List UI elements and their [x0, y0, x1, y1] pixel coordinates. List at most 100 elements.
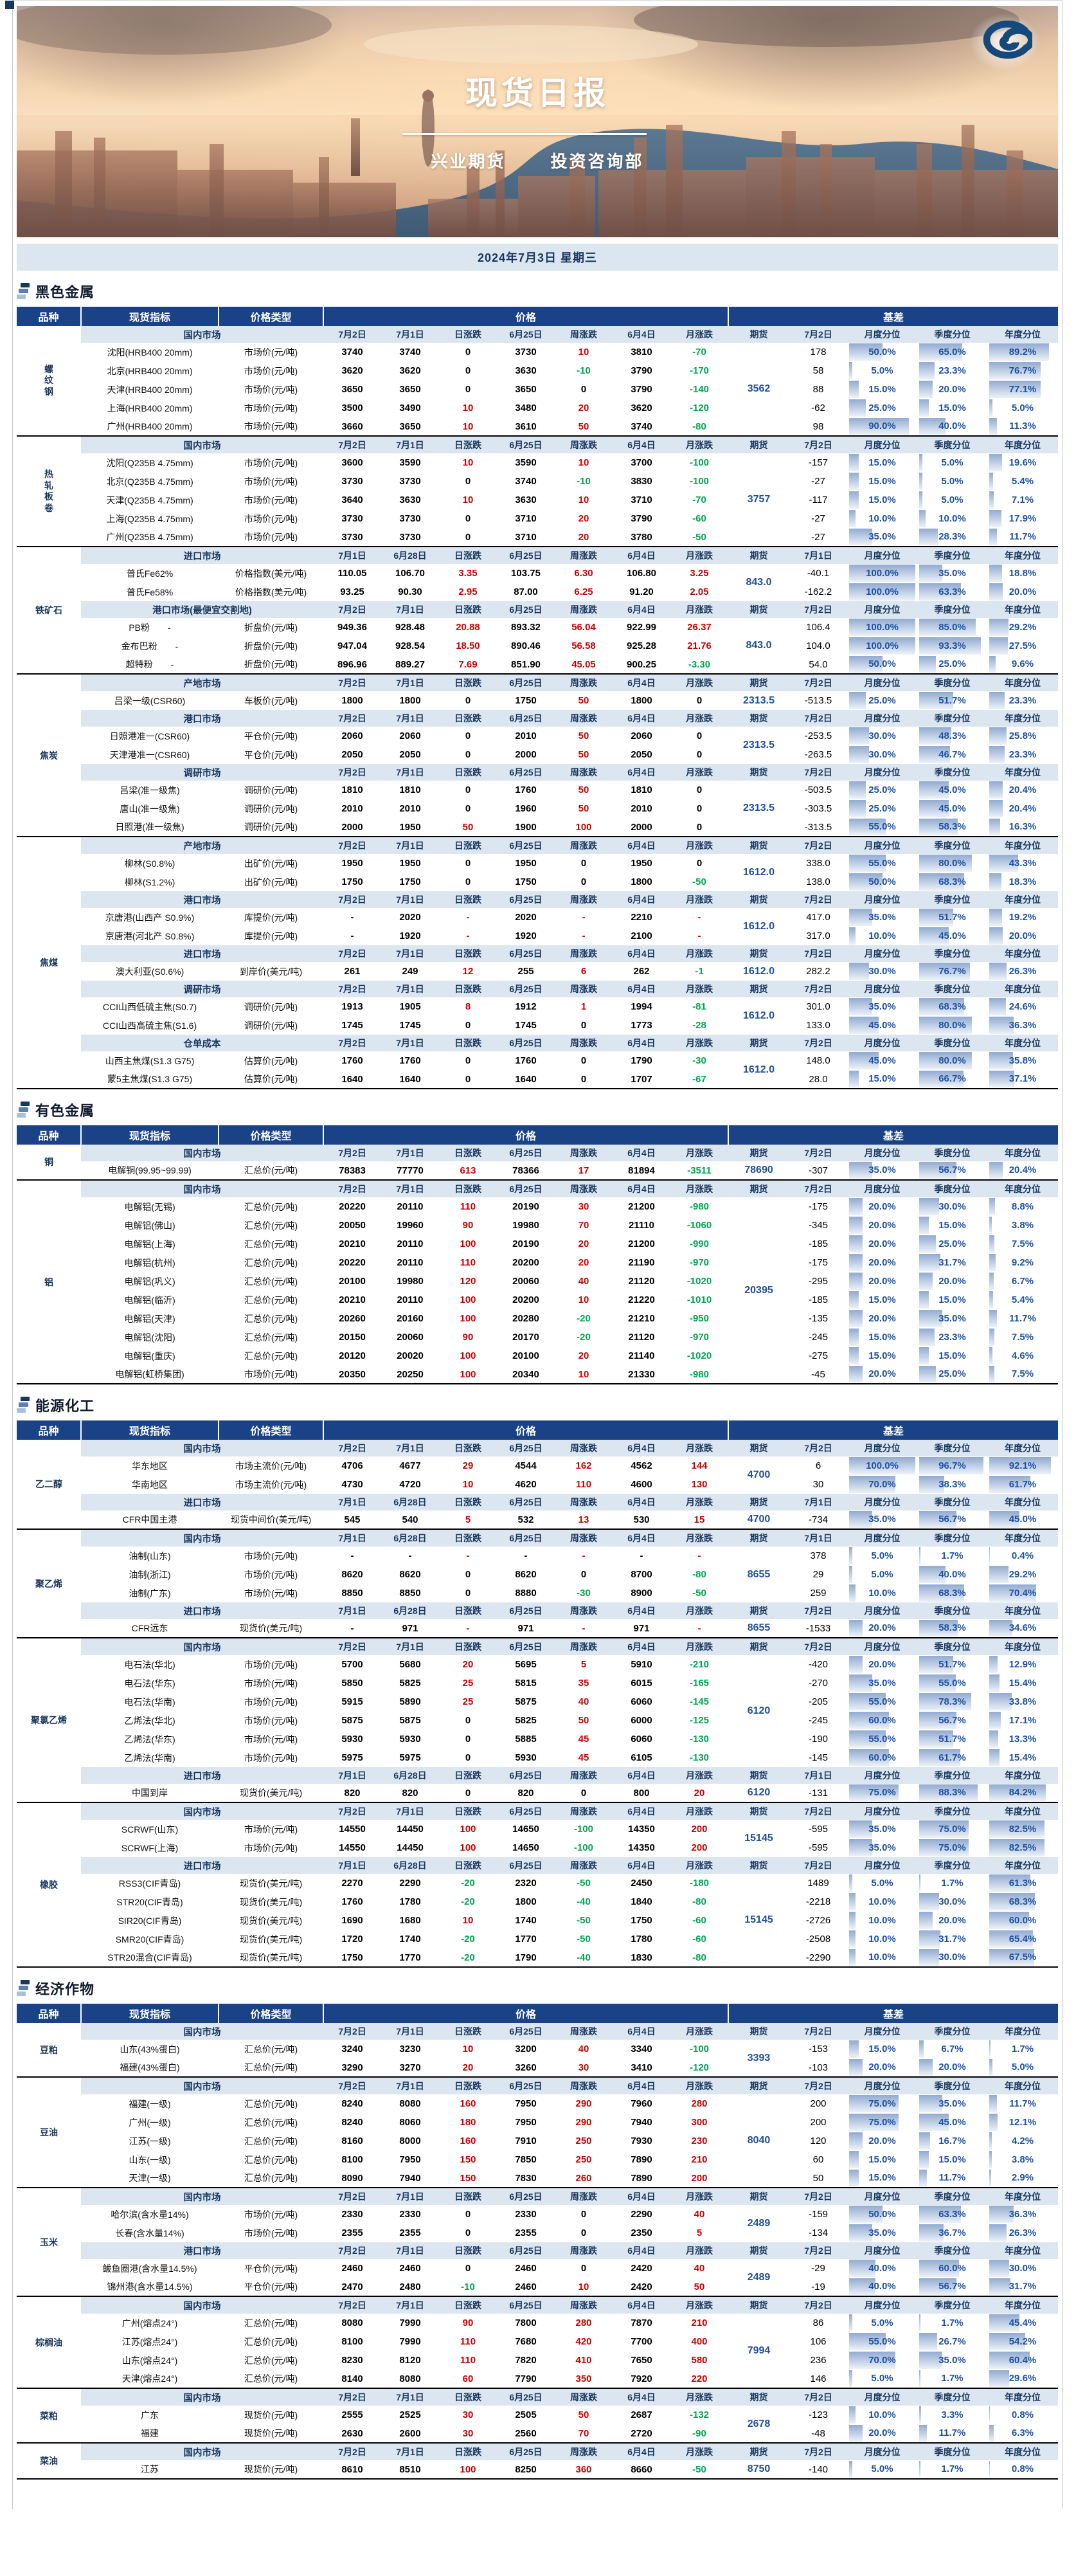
market-label: 港口市场(最便宜交割地) — [152, 605, 252, 616]
price-cell: 93.25 — [340, 586, 364, 597]
futures-header-cell: 期货 — [749, 1148, 768, 1158]
price-cell: 110.05 — [337, 568, 367, 579]
commodity-table: 聚氯乙烯 国内市场 7月2日 7月1日 日涨跌 6月25日 周涨跌 6月4日 月涨跌 期货 7月2日… — [17, 1638, 1058, 1803]
percentile-bar — [919, 565, 943, 582]
change-cell: 0 — [696, 785, 703, 795]
percentile-value: 11.7% — [1009, 2098, 1036, 2109]
percentile-value: 100.0% — [866, 621, 899, 633]
percentile-value: 70.4% — [1009, 1587, 1037, 1599]
futures-header-cell: 期货 — [749, 894, 768, 905]
basis-cell: 29 — [812, 1569, 824, 1580]
percentile-bar — [919, 1217, 929, 1234]
percentile-bar — [919, 637, 982, 655]
percentile-bar — [989, 2370, 1009, 2387]
percentile-bar — [919, 1820, 969, 1838]
percentile-cell: 5.0% — [847, 2314, 917, 2332]
market-label: 国内市场 — [183, 440, 221, 451]
price-cell: 530 — [633, 1514, 650, 1525]
indicator-cell: 山西主焦煤(S1.3 G75) — [105, 1055, 195, 1066]
date-header-cell: 周涨跌 — [570, 840, 597, 851]
percentile-bar — [919, 819, 958, 835]
indicator-cell: 电石法(华北) — [124, 1659, 175, 1670]
market-header-row: 港口市场 7月2日 7月1日 日涨跌 6月25日 周涨跌 6月4日 月涨跌 期货 7月2日 月度分位… — [17, 891, 1058, 908]
basis-cell: -2726 — [805, 1915, 831, 1926]
indicator-cell: 山东(43%蛋白) — [120, 2044, 180, 2054]
date-header-cell: 6月4日 — [627, 767, 656, 777]
percentile-value: 100.0% — [866, 567, 899, 579]
price-cell: 2270 — [341, 1878, 363, 1889]
date-header-cell: 6月28日 — [393, 1606, 427, 1616]
percentile-bar — [919, 855, 973, 872]
percentile-cell: 80.0% — [917, 854, 987, 873]
futures-cell: 15145 — [744, 1833, 773, 1844]
percentile-value: 56.7% — [938, 2281, 966, 2292]
percentile-value: 5.4% — [1011, 1294, 1034, 1305]
market-label: 进口市场 — [183, 1771, 221, 1782]
basis-cell: -2218 — [805, 1896, 831, 1907]
basis-cell: -62 — [811, 403, 825, 413]
change-cell: 580 — [691, 2355, 708, 2366]
price-cell: 3230 — [399, 2044, 421, 2054]
date-header-cell: 月涨跌 — [686, 2392, 713, 2402]
price-cell: 1780 — [631, 1934, 652, 1945]
percentile-value: 20.0% — [938, 1914, 966, 1926]
percentile-value: 45.0% — [938, 803, 966, 814]
percentile-cell: 25.0% — [917, 1235, 987, 1253]
change-cell: 0 — [465, 347, 471, 358]
price-cell: 106.80 — [627, 568, 656, 579]
price-cell: 6000 — [631, 1715, 652, 1726]
market-label: 进口市场 — [183, 1861, 221, 1872]
percentile-cell: 55.0% — [847, 1730, 917, 1748]
date-header-cell: 6月25日 — [509, 1606, 542, 1616]
change-cell: 30 — [578, 1201, 589, 1212]
percentile-cell: 19.6% — [987, 453, 1058, 472]
indicator-cell: 电解铝(天津) — [124, 1313, 175, 1324]
price-cell: 14650 — [512, 1842, 539, 1853]
percentile-value: 15.0% — [938, 1219, 966, 1231]
change-cell: 50 — [578, 2409, 589, 2420]
percentile-bar — [989, 529, 998, 545]
price-cell: 91.20 — [629, 586, 654, 597]
variety-header: 品种 — [17, 1125, 82, 1145]
price-cell: 5850 — [341, 1678, 363, 1689]
date-header-cell: 日涨跌 — [454, 2447, 481, 2457]
change-cell: 10 — [462, 421, 474, 432]
price-cell: 1750 — [399, 876, 421, 887]
futures-cell: 8750 — [747, 2463, 771, 2474]
date-header-cell: 6月25日 — [509, 984, 542, 994]
futures-header-cell: 期货 — [749, 767, 768, 777]
date-header-cell: 6月4日 — [627, 1497, 656, 1507]
percentile-value: 65.4% — [1009, 1933, 1037, 1945]
percentile-value: 80.0% — [938, 1019, 966, 1031]
price-type-cell: 市场价(元/吨) — [244, 513, 298, 524]
percentile-bar — [849, 2151, 859, 2168]
price-cell: 21120 — [628, 1276, 655, 1287]
change-cell: -170 — [689, 365, 710, 376]
change-cell: -81 — [692, 1001, 706, 1012]
percentile-bar — [849, 2224, 873, 2242]
price-cell: 5700 — [341, 1659, 363, 1670]
percentile-cell: 45.0% — [917, 799, 987, 818]
indicator-cell: 天津(HRB400 20mm) — [107, 384, 193, 395]
percentile-bar — [919, 1329, 935, 1346]
market-header-row: 铁矿石 进口市场 7月1日 6月28日 日涨跌 6月25日 周涨跌 6月4日 月涨跌 期货 7月1日… — [17, 547, 1058, 674]
commodity-table: 乙二醇 国内市场 7月2日 7月1日 日涨跌 6月25日 周涨跌 6月4日 月涨跌 期货 7月2日月… — [17, 1440, 1058, 1530]
percentile-value: 10.0% — [868, 930, 896, 941]
percentile-header-cell: 月度分位 — [864, 1497, 901, 1507]
variety-cell: 焦煤 — [17, 837, 81, 1089]
percentile-bar — [849, 1347, 859, 1365]
price-type-cell: 到岸价(美元/吨) — [239, 966, 303, 977]
date-header-cell: 6月4日 — [627, 1606, 656, 1616]
percentile-cell: 31.7% — [917, 1930, 987, 1948]
percentile-header-cell: 季度分位 — [934, 1443, 971, 1453]
percentile-cell: 8.8% — [987, 1197, 1058, 1216]
percentile-bar — [849, 1749, 889, 1766]
table-row: 天津港准一(CSR60) 平仓价(元/吨) 2050 2050 0 2000 50 2050 0… — [17, 745, 1058, 764]
section-header: 经济作物 — [17, 1978, 1058, 1999]
price-cell: 1760 — [341, 1055, 363, 1066]
table-row: 乙烯法(华东) 市场价(元/吨) 5930 5930 0 5885 45 6060 -130 -1… — [17, 1730, 1058, 1748]
indicator-cell: CCI山西低硫主焦(S0.7) — [102, 1001, 197, 1012]
date-header-cell: 6月4日 — [627, 1533, 656, 1543]
date-header-cell: 7月1日 — [338, 1497, 366, 1507]
futures-cell: 843.0 — [746, 640, 772, 651]
